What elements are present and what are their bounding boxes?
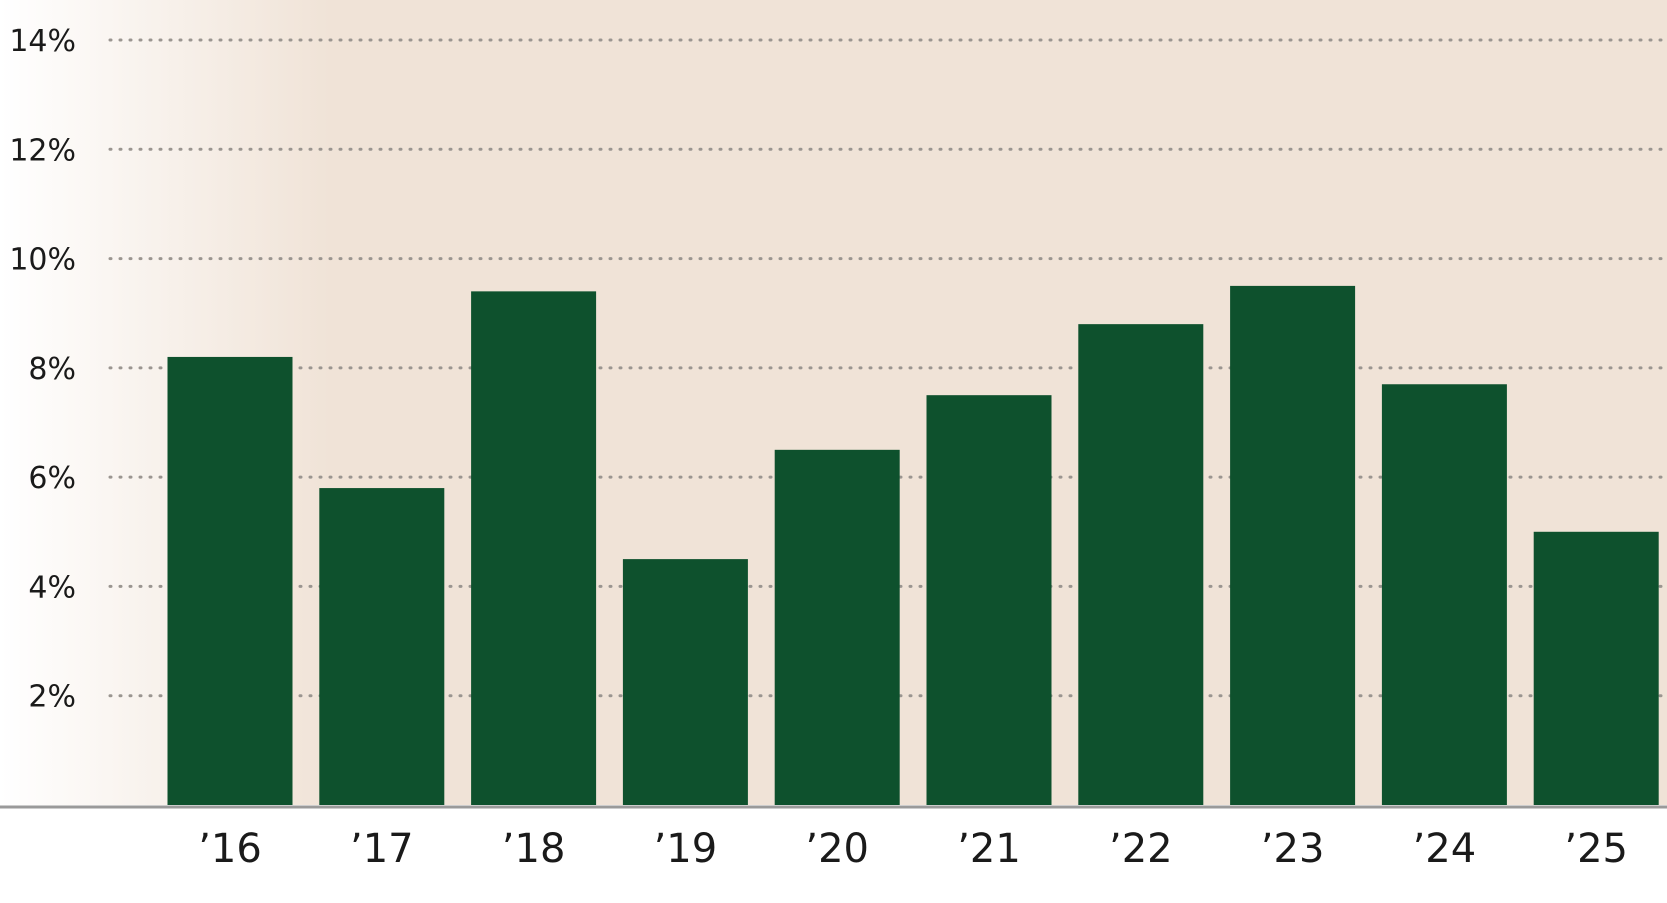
x-tick-label: ’24 [1413,826,1477,872]
bar [319,488,445,805]
bar [1230,285,1356,806]
bar [1381,384,1507,805]
y-axis-tick-labels: 2% 4% 6% 8% 10% 12% 14% [9,24,76,715]
x-tick-label: ’20 [805,826,869,872]
y-tick-label: 10% [9,243,76,278]
x-tick-label: ’19 [654,826,718,872]
bar [622,559,748,805]
x-tick-label: ’23 [1261,826,1325,872]
x-tick-label: ’16 [198,826,262,872]
y-tick-label: 6% [28,461,76,496]
bar [1533,531,1659,805]
bar [1078,324,1204,805]
x-tick-label: ’17 [350,826,414,872]
x-tick-label: ’22 [1109,826,1173,872]
bar [167,356,293,805]
y-tick-label: 2% [28,680,76,715]
bars [167,285,1659,806]
bar [471,291,597,805]
x-tick-label: ’21 [957,826,1021,872]
bar [774,449,900,805]
x-tick-label: ’18 [502,826,566,872]
x-tick-label: ’25 [1564,826,1628,872]
y-tick-label: 14% [9,24,76,59]
y-tick-label: 8% [28,352,76,387]
y-tick-label: 12% [9,133,76,168]
bar [926,395,1052,805]
x-axis-tick-labels: ’16 ’17 ’18 ’19 ’20 ’21 ’22 ’23 ’24 ’25 [198,826,1628,872]
y-tick-label: 4% [28,570,76,605]
